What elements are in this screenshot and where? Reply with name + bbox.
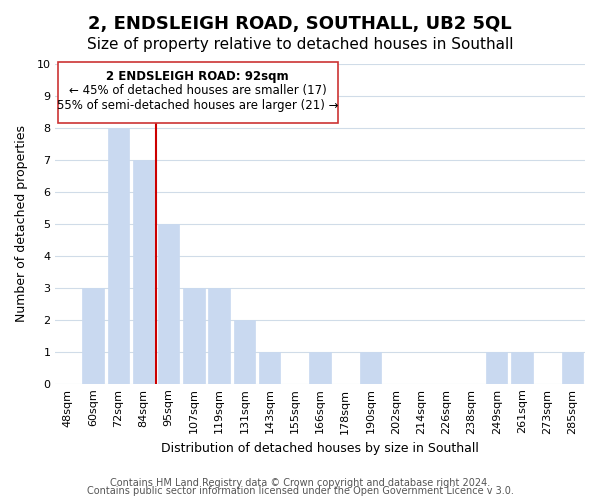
Text: 55% of semi-detached houses are larger (21) →: 55% of semi-detached houses are larger (… xyxy=(57,98,338,112)
Bar xyxy=(82,288,104,384)
Bar xyxy=(208,288,230,384)
Bar xyxy=(486,352,508,384)
Bar xyxy=(511,352,533,384)
Bar xyxy=(107,128,129,384)
Text: ← 45% of detached houses are smaller (17): ← 45% of detached houses are smaller (17… xyxy=(69,84,326,97)
Bar xyxy=(183,288,205,384)
Text: Size of property relative to detached houses in Southall: Size of property relative to detached ho… xyxy=(87,38,513,52)
Bar xyxy=(233,320,255,384)
Text: 2 ENDSLEIGH ROAD: 92sqm: 2 ENDSLEIGH ROAD: 92sqm xyxy=(106,70,289,84)
Bar xyxy=(360,352,381,384)
Text: 2, ENDSLEIGH ROAD, SOUTHALL, UB2 5QL: 2, ENDSLEIGH ROAD, SOUTHALL, UB2 5QL xyxy=(88,15,512,33)
Bar xyxy=(310,352,331,384)
Text: Contains public sector information licensed under the Open Government Licence v : Contains public sector information licen… xyxy=(86,486,514,496)
Text: Contains HM Land Registry data © Crown copyright and database right 2024.: Contains HM Land Registry data © Crown c… xyxy=(110,478,490,488)
Bar xyxy=(133,160,154,384)
Bar xyxy=(562,352,583,384)
X-axis label: Distribution of detached houses by size in Southall: Distribution of detached houses by size … xyxy=(161,442,479,455)
Bar xyxy=(158,224,179,384)
FancyBboxPatch shape xyxy=(58,62,338,123)
Y-axis label: Number of detached properties: Number of detached properties xyxy=(15,126,28,322)
Bar xyxy=(259,352,280,384)
